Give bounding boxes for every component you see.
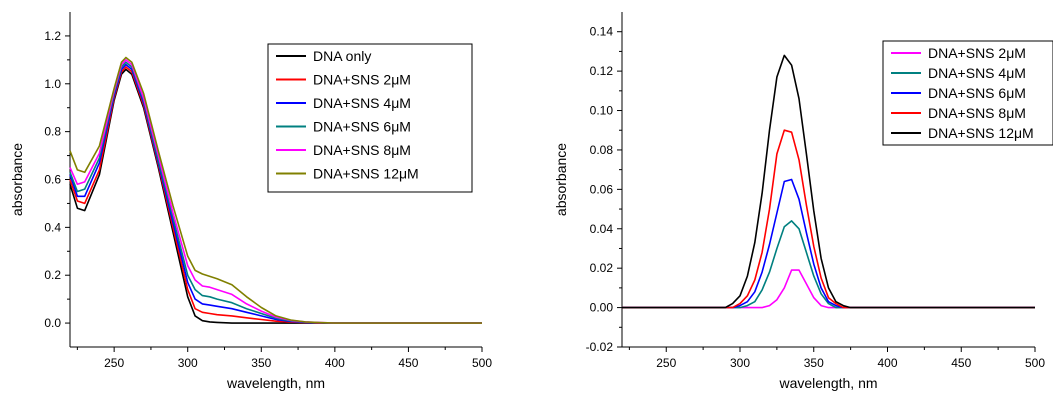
series-line-dna-sns-12-m — [69, 56, 482, 324]
legend-label-dna-sns-12-m: DNA+SNS 12μM — [313, 166, 419, 182]
y-tick-label: 0.8 — [44, 125, 61, 139]
legend: DNA+SNS 2μM DNA+SNS 4μM DNA+SNS 6μM DNA+SNS… — [882, 40, 1053, 146]
difference-spectra-chart: 250 300 350 400 450 500 -0.02 0.00 0.02 0.04 0.06 0… — [553, 12, 1053, 391]
x-axis-label: wavelength, nm — [226, 375, 325, 391]
y-tick-label: 0.06 — [590, 182, 614, 196]
y-tick-label: 0.12 — [590, 64, 614, 78]
x-tick-label: 450 — [398, 356, 418, 370]
y-tick-label: -0.02 — [586, 340, 614, 354]
y-tick-label: 0.00 — [590, 301, 614, 315]
legend-label-dna-sns-4-m: DNA+SNS 4μM — [313, 95, 411, 111]
y-tick-label: 0.14 — [590, 25, 614, 39]
legend-label-dna-only: DNA only — [313, 48, 371, 64]
y-tick-label: 0.02 — [590, 261, 614, 275]
y-tick-label: 1.0 — [44, 77, 61, 91]
y-tick-label: 0.04 — [590, 222, 614, 236]
y-tick-label: 0.0 — [44, 316, 61, 330]
series-line-dna-sns-8-m — [622, 129, 1035, 309]
legend-label-dna-sns-2-m: DNA+SNS 2μM — [313, 72, 411, 88]
x-tick-label: 400 — [877, 356, 897, 370]
y-tick-label: 0.4 — [44, 220, 61, 234]
legend-label-dna-sns-12-m: DNA+SNS 12μM — [928, 125, 1034, 141]
absorbance-spectra-chart: 250 300 350 400 450 500 0.0 0.2 0.4 0.6 0.8 1.0 1.2 w… — [9, 12, 492, 391]
legend-box — [267, 43, 473, 193]
legend-label-dna-sns-6-m: DNA+SNS 6μM — [313, 119, 411, 135]
x-tick-label: 500 — [472, 356, 492, 370]
y-tick-label: 0.2 — [44, 268, 61, 282]
legend-label-dna-sns-2-m: DNA+SNS 2μM — [928, 45, 1026, 61]
x-tick-label: 450 — [951, 356, 971, 370]
x-tick-label: 400 — [325, 356, 345, 370]
x-axis-label: wavelength, nm — [778, 375, 877, 391]
y-axis-label: absorbance — [9, 143, 25, 216]
y-tick-label: 0.08 — [590, 143, 614, 157]
y-tick-label: 0.6 — [44, 173, 61, 187]
y-axis-label: absorbance — [553, 143, 569, 216]
legend-label-dna-sns-6-m: DNA+SNS 6μM — [928, 85, 1026, 101]
x-tick-label: 250 — [104, 356, 124, 370]
x-tick-label: 250 — [656, 356, 676, 370]
legend: DNA only DNA+SNS 2μM DNA+SNS 4μM DNA+SNS 6μ… — [267, 43, 473, 193]
series-line-dna-sns-12-m — [622, 54, 1035, 309]
x-tick-label: 300 — [730, 356, 750, 370]
legend-label-dna-sns-8-m: DNA+SNS 8μM — [313, 142, 411, 158]
legend-label-dna-sns-4-m: DNA+SNS 4μM — [928, 65, 1026, 81]
x-tick-label: 350 — [804, 356, 824, 370]
x-tick-label: 500 — [1025, 356, 1045, 370]
x-tick-label: 350 — [251, 356, 271, 370]
y-tick-label: 0.10 — [590, 104, 614, 118]
legend-label-dna-sns-8-m: DNA+SNS 8μM — [928, 105, 1026, 121]
y-tick-label: 1.2 — [44, 29, 61, 43]
x-tick-label: 300 — [178, 356, 198, 370]
series-line-dna-sns-4-m — [622, 220, 1035, 309]
